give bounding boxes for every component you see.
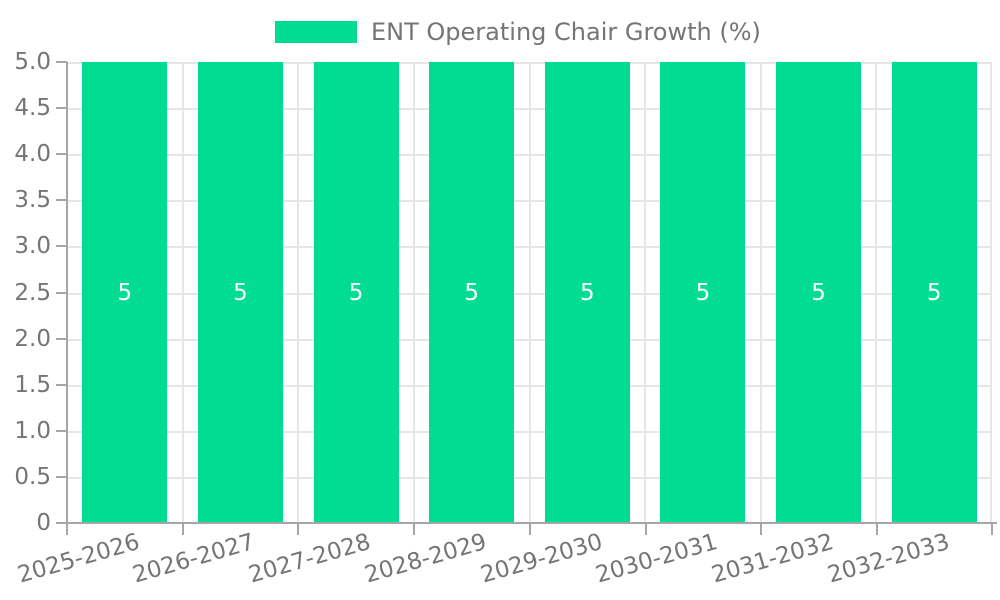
chart-legend: ENT Operating Chair Growth (%)	[275, 18, 761, 46]
x-tick-label: 2027-2028	[245, 529, 374, 589]
gridline-v	[412, 62, 415, 523]
bar-value-label: 5	[926, 279, 942, 306]
y-tick-label: 2.5	[14, 280, 51, 306]
y-tick-label: 5.0	[14, 49, 51, 75]
x-tick	[760, 524, 762, 535]
y-tick-label: 3.5	[14, 187, 51, 213]
x-tick-label: 2025-2026	[14, 529, 143, 589]
y-tick	[56, 384, 67, 386]
x-tick	[529, 524, 531, 535]
bar: 5	[313, 62, 399, 523]
y-tick	[56, 107, 67, 109]
x-tick-label: 2026-2027	[129, 529, 258, 589]
x-tick	[297, 524, 299, 535]
bar: 5	[429, 62, 515, 523]
y-axis-line	[66, 62, 68, 523]
gridline-v	[528, 62, 531, 523]
bar: 5	[197, 62, 283, 523]
bar-value-label: 5	[464, 279, 480, 306]
y-tick	[56, 292, 67, 294]
y-tick-label: 1.5	[14, 372, 51, 398]
gridline-v	[875, 62, 878, 523]
bar: 5	[82, 62, 168, 523]
y-tick	[56, 61, 67, 63]
bar: 5	[776, 62, 862, 523]
plot-area: 5 5 5 5 5 5 5 5	[67, 62, 992, 523]
x-tick-label: 2030-2031	[592, 529, 721, 589]
y-tick-label: 3.0	[14, 233, 51, 259]
bar-value-label: 5	[348, 279, 364, 306]
x-tick	[876, 524, 878, 535]
bar: 5	[660, 62, 746, 523]
y-tick-label: 0.5	[14, 464, 51, 490]
gridline-v	[644, 62, 647, 523]
bar: 5	[544, 62, 630, 523]
y-tick	[56, 199, 67, 201]
gridline-v	[759, 62, 762, 523]
legend-swatch	[275, 21, 357, 43]
y-tick-label: 1.0	[14, 418, 51, 444]
x-axis-line	[66, 522, 997, 524]
y-tick-label: 4.0	[14, 141, 51, 167]
x-tick	[991, 524, 993, 535]
y-tick	[56, 245, 67, 247]
legend-label: ENT Operating Chair Growth (%)	[371, 18, 761, 46]
y-tick	[56, 522, 67, 524]
x-tick-label: 2032-2033	[824, 529, 953, 589]
y-tick	[56, 153, 67, 155]
bars-group: 5 5 5 5 5 5 5 5	[67, 62, 992, 523]
y-tick	[56, 338, 67, 340]
y-tick	[56, 476, 67, 478]
y-tick	[56, 430, 67, 432]
bar-value-label: 5	[117, 279, 133, 306]
y-tick-label: 4.5	[14, 95, 51, 121]
gridline-v	[181, 62, 184, 523]
x-tick-label: 2028-2029	[361, 529, 490, 589]
x-tick	[645, 524, 647, 535]
bar: 5	[891, 62, 977, 523]
bar-value-label: 5	[695, 279, 711, 306]
x-tick-label: 2029-2030	[477, 529, 606, 589]
bar-value-label: 5	[811, 279, 826, 306]
y-tick-label: 2.0	[14, 326, 51, 352]
bar-value-label: 5	[579, 279, 595, 306]
gridline-v	[297, 62, 300, 523]
x-tick-label: 2031-2032	[708, 529, 837, 589]
x-tick	[182, 524, 184, 535]
bar-value-label: 5	[233, 279, 248, 306]
y-tick-label: 0	[36, 510, 51, 536]
x-tick	[66, 524, 68, 535]
gridline-v	[990, 62, 992, 523]
x-tick	[413, 524, 415, 535]
